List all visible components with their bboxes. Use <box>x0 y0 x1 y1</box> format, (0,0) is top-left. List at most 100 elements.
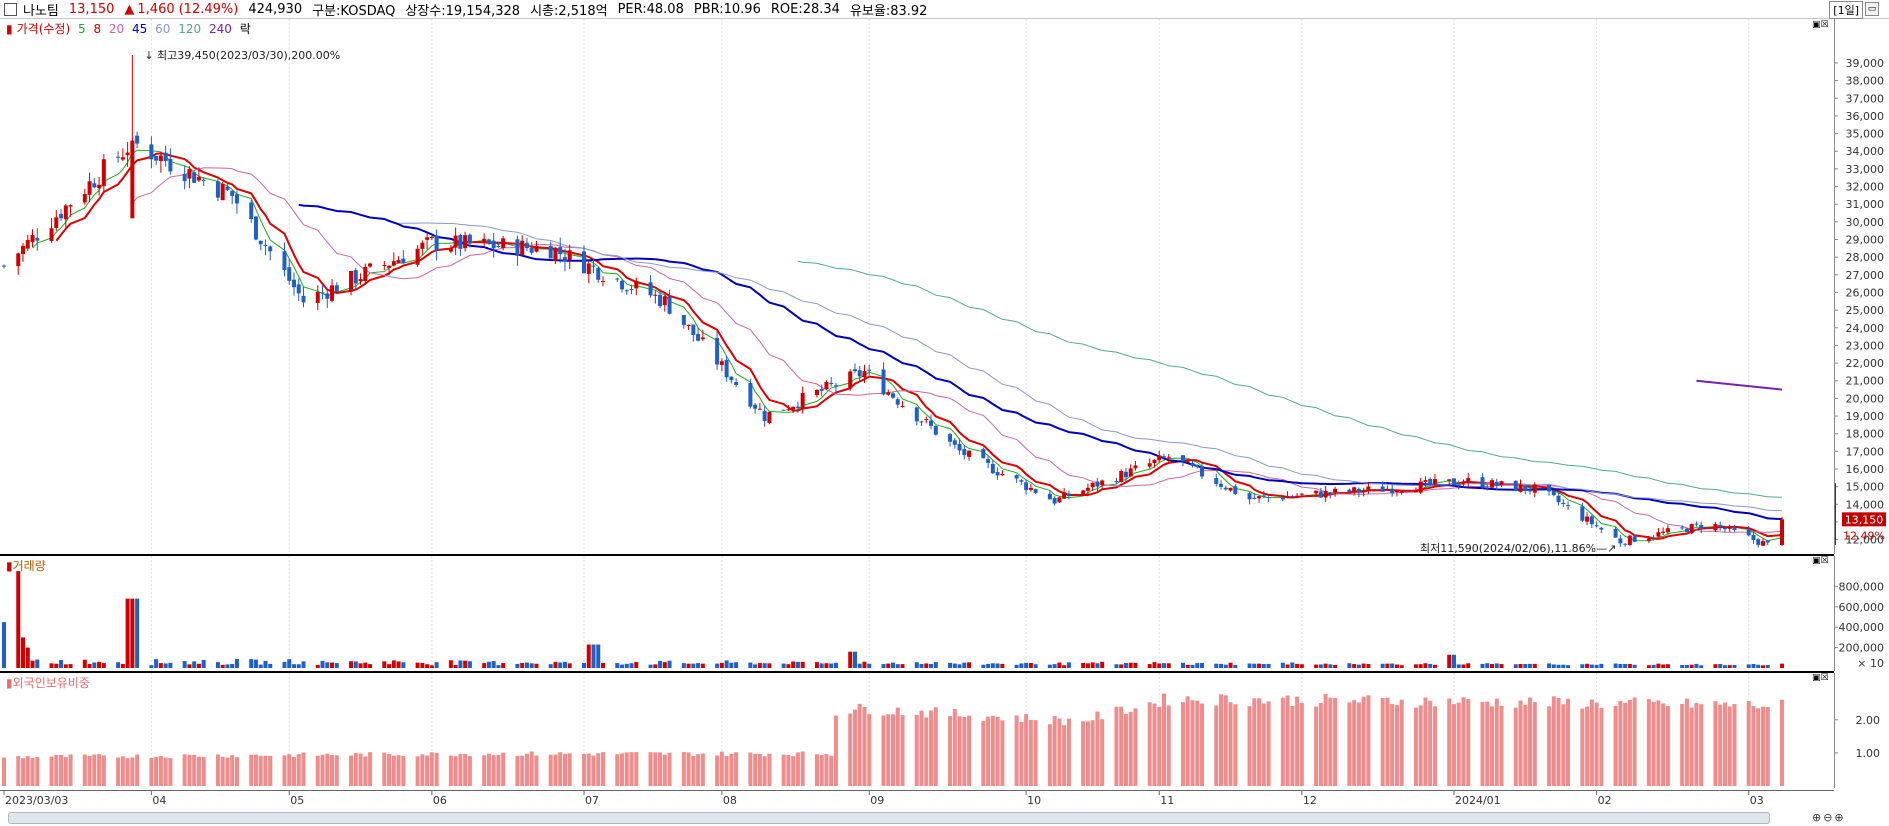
volume-bar <box>558 662 563 668</box>
candle-body <box>1618 538 1623 544</box>
foreign-ownership-bar <box>1380 697 1385 786</box>
volume-bar <box>1347 663 1352 668</box>
price-change: 1,460 <box>137 1 175 17</box>
pbr-value: PBR:10.96 <box>693 1 761 17</box>
panel-divider[interactable] <box>0 554 1834 556</box>
foreign-ownership-bar <box>700 753 705 786</box>
volume-bar <box>1627 664 1632 668</box>
foreign-ownership-bar <box>924 717 929 786</box>
volume-bar <box>562 661 567 668</box>
candle-body <box>1756 539 1761 545</box>
candle-body <box>929 420 934 426</box>
candle-body <box>16 253 21 267</box>
foreign-ownership-bar <box>163 757 168 786</box>
foreign-ownership-bar <box>1190 700 1195 786</box>
candle-body <box>1290 495 1295 497</box>
candle-body <box>1394 490 1399 492</box>
ma45-legend[interactable]: 45 <box>132 22 148 36</box>
restore-icon[interactable]: ▭ <box>1865 2 1879 16</box>
foreign-ownership-bar <box>1760 706 1765 786</box>
candle-body <box>396 260 401 263</box>
volume-bar <box>1727 665 1732 668</box>
foreign-ownership-bar <box>349 755 354 786</box>
foreign-ownership-bar <box>1318 702 1323 786</box>
volume-bar <box>1732 664 1737 668</box>
volume-bar <box>25 647 30 668</box>
candle-body <box>667 296 672 314</box>
candle-body <box>1100 480 1105 486</box>
candle-body <box>795 406 800 408</box>
panel-divider[interactable] <box>0 671 1834 673</box>
foreign-ownership-bar <box>1361 696 1366 786</box>
reserve-ratio: 유보율:83.92 <box>849 3 928 19</box>
volume-bar <box>230 664 235 668</box>
ma5-legend[interactable]: 5 <box>77 22 86 36</box>
panel-close-icon[interactable]: ▣☒ <box>1812 20 1829 30</box>
candle-body <box>1580 506 1585 521</box>
candle-body <box>1361 490 1366 492</box>
volume-bar <box>719 662 724 668</box>
ma20-legend[interactable]: 20 <box>108 22 125 36</box>
volume-bar <box>1547 663 1552 668</box>
candle-body <box>1024 482 1029 491</box>
foreign-ownership-bar <box>1390 704 1395 786</box>
volume-bar <box>1613 663 1618 668</box>
foreign-ownership-bar <box>1494 698 1499 786</box>
foreign-ownership-bar <box>429 752 434 786</box>
volume-bar <box>391 660 396 668</box>
foreign-ownership-bar <box>1418 705 1423 786</box>
ma120-legend[interactable]: 120 <box>178 22 202 36</box>
volume-bar <box>448 660 453 668</box>
candle-body <box>1266 497 1271 499</box>
volume-bar <box>63 664 68 668</box>
volume-tick-label: 400,000 <box>1839 621 1885 634</box>
volume-bar <box>415 662 420 668</box>
foreign-ownership-bar <box>1356 702 1361 786</box>
foreign-ownership-bar <box>1413 707 1418 786</box>
price-tick-label: 26,000 <box>1846 286 1885 299</box>
zoom-controls[interactable]: ⊕⊖⊕ <box>1812 811 1846 824</box>
candle-body <box>586 263 591 274</box>
foreign-ownership-bar <box>558 752 563 786</box>
volume-bar <box>1665 664 1670 668</box>
price-legend-label[interactable]: 가격(수정) <box>16 22 71 36</box>
price-tick-label: 12,000 <box>1846 534 1885 547</box>
foreign-ownership-bar <box>715 755 720 786</box>
ma60-legend[interactable]: 60 <box>155 22 171 36</box>
volume-bar <box>686 663 691 668</box>
volume-bar <box>387 664 392 668</box>
select-checkbox[interactable] <box>4 2 17 16</box>
panel-close-icon[interactable]: ▣☒ <box>1812 556 1829 566</box>
volume-bar <box>1299 664 1304 668</box>
ma240-legend[interactable]: 240 <box>208 22 232 36</box>
last-price-tag-value: 13,150 <box>1845 513 1884 526</box>
candle-body <box>886 392 891 395</box>
foreign-ownership-bar <box>1261 703 1266 786</box>
foreign-ownership-bar <box>320 754 325 786</box>
foreign-ownership-bar <box>1180 702 1185 786</box>
volume-bar <box>1451 654 1456 668</box>
horizontal-scrollbar[interactable] <box>8 812 1770 824</box>
volume-bar <box>258 664 263 668</box>
candle-body <box>1090 482 1095 488</box>
candle-body <box>1128 468 1133 477</box>
period-selector[interactable]: [1일] <box>1829 1 1863 19</box>
candle-body <box>515 239 520 256</box>
candle-body <box>1019 480 1024 482</box>
volume-bar <box>401 662 406 668</box>
candle-body <box>634 280 639 289</box>
volume-bar <box>615 663 620 668</box>
volume-bar <box>986 663 991 668</box>
foreign-ownership-bar <box>258 755 263 786</box>
foreign-ownership-bar <box>1219 694 1224 786</box>
candle-body <box>363 266 368 282</box>
candle-body <box>1518 484 1523 492</box>
volume-bar <box>581 662 586 668</box>
foreign-ownership-bar <box>786 754 791 786</box>
candle-body <box>325 293 330 299</box>
ma8-legend[interactable]: 8 <box>93 22 102 36</box>
panel-close-icon[interactable]: ▣☒ <box>1812 673 1829 683</box>
stock-name[interactable]: 나노팀 <box>23 3 59 19</box>
foreign-ownership-bar <box>586 753 591 786</box>
